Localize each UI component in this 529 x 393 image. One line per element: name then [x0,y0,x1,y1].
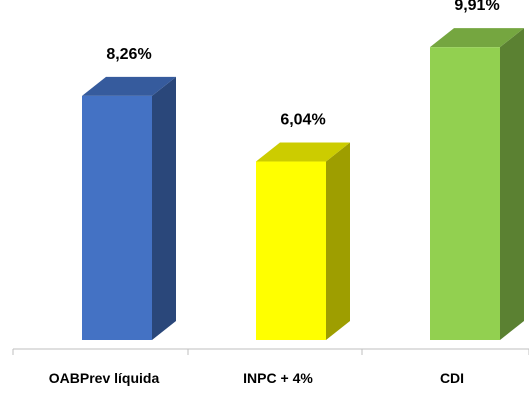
category-label: INPC + 4% [243,370,313,386]
bar-front [256,161,326,340]
data-label: 6,04% [280,112,325,129]
data-label: 8,26% [106,46,151,63]
bar-side [326,142,350,340]
bar-front [430,47,500,341]
bar [430,28,524,341]
bars-layer [82,28,524,341]
category-label: OABPrev líquida [49,370,160,386]
bar-top [256,142,350,162]
data-label: 9,91% [454,0,499,14]
bar-top [430,28,524,48]
labels-layer: 8,26% OABPrev líquida 6,04% INPC + 4% 9,91% C… [49,0,500,386]
bar [256,142,350,340]
category-label: CDI [440,370,464,386]
bar-side [500,28,524,341]
bar-front [82,95,152,341]
bar [82,76,176,341]
bar-side [152,76,176,341]
bar-top [82,76,176,96]
x-axis [12,348,529,355]
